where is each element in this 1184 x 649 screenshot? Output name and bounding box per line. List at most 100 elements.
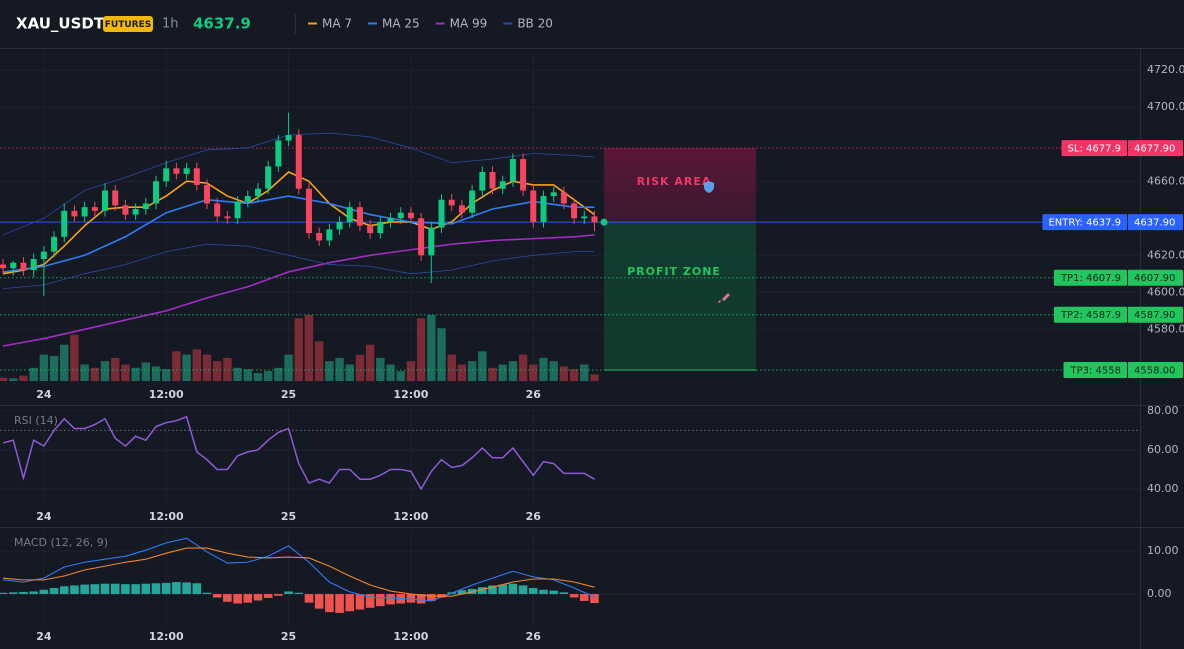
- volume-bar: [590, 374, 599, 381]
- histogram-bar: [192, 583, 202, 595]
- histogram-bar: [141, 583, 151, 595]
- candle-body: [397, 212, 404, 219]
- volume-bar: [29, 367, 38, 381]
- price-label-bg: [1128, 269, 1183, 286]
- x-tick-label: 12:00: [393, 630, 428, 643]
- x-tick-label: 24: [36, 630, 52, 643]
- histogram-bar: [406, 594, 416, 603]
- histogram-bar: [508, 583, 518, 595]
- level-label: TP3: 4558: [1070, 366, 1122, 377]
- histogram-bar: [151, 583, 161, 595]
- histogram-bar: [457, 590, 467, 595]
- zone-label: RISK AREA: [637, 175, 712, 188]
- profit-zone: [604, 222, 756, 371]
- volume-bar: [162, 369, 171, 381]
- candle-body: [305, 188, 312, 234]
- x-tick-label: 26: [526, 630, 542, 643]
- candle-body: [183, 168, 190, 174]
- volume-bar: [0, 377, 8, 381]
- candle-body: [81, 207, 88, 217]
- volume-bar: [263, 371, 273, 381]
- histogram-bar: [569, 594, 579, 598]
- y-tick-label: 4660.00: [1147, 174, 1184, 187]
- legend-label: MA 7: [322, 17, 352, 31]
- histogram-bar: [345, 594, 355, 612]
- candle-body: [316, 233, 323, 241]
- volume-bar: [427, 315, 436, 381]
- volume-bar: [172, 351, 181, 381]
- y-tick-label: 4720.00: [1147, 63, 1184, 76]
- histogram-bar: [416, 594, 426, 604]
- pane: 0.00 10.00 24 12:00 25 12:00 26 MACD (12, 26, 9…: [0, 530, 1179, 643]
- pane: 40.00 60.00 80.00 24 12:00 25 12:00 26 RSI (14): [0, 404, 1179, 523]
- candle-body: [173, 168, 180, 174]
- volume-bar: [559, 366, 569, 381]
- histogram-bar: [182, 582, 191, 595]
- volume-bar: [580, 364, 589, 381]
- candle-body: [224, 216, 231, 219]
- y-tick-label: 4700.00: [1147, 100, 1184, 113]
- x-tick-label: 24: [36, 388, 52, 401]
- candle-body: [520, 159, 527, 191]
- candle-body: [469, 190, 476, 213]
- level-label-bg: [1053, 269, 1127, 286]
- x-tick-label: 24: [36, 510, 52, 523]
- candle-body: [142, 203, 149, 210]
- symbol: XAU_USDT: [16, 15, 105, 33]
- y-tick-label: 60.00: [1147, 443, 1179, 456]
- volume-bar: [202, 354, 212, 381]
- price-label-bg: [1128, 140, 1183, 157]
- candle-body: [418, 218, 425, 256]
- candle-body: [214, 203, 221, 217]
- volume-bar: [529, 364, 538, 381]
- histogram-bar: [528, 588, 538, 595]
- candle-body: [479, 172, 486, 191]
- volume-bar: [90, 367, 100, 381]
- volume-bar: [60, 344, 69, 381]
- volume-bar: [488, 367, 497, 381]
- macd-line: [3, 537, 595, 602]
- level-label: ENTRY: 4637.9: [1048, 218, 1121, 229]
- rocket-icon: [718, 293, 730, 303]
- histogram-bar: [233, 594, 242, 604]
- candle-body: [356, 207, 363, 226]
- volume-bar: [243, 369, 252, 381]
- x-tick-label: 12:00: [393, 388, 428, 401]
- y-tick-label: 4580.00: [1147, 322, 1184, 335]
- histogram-bar: [121, 584, 130, 595]
- x-tick-label: 25: [281, 630, 296, 643]
- histogram-bar: [161, 582, 171, 595]
- volume-bar: [253, 373, 263, 381]
- histogram-bar: [29, 591, 38, 595]
- candle-body: [560, 192, 567, 204]
- histogram-bar: [243, 594, 253, 603]
- histogram-bar: [90, 584, 100, 595]
- candle-body: [51, 236, 58, 252]
- volume-bar: [151, 366, 161, 381]
- candle-body: [71, 210, 78, 217]
- candle-body: [448, 199, 455, 206]
- price-label-bg: [1128, 214, 1183, 231]
- rsi-line: [2, 415, 595, 491]
- histogram-bar: [49, 588, 59, 595]
- histogram-bar: [498, 584, 508, 595]
- volume-bar: [569, 369, 579, 381]
- histogram-bar: [559, 592, 569, 595]
- volume-bar: [335, 357, 344, 381]
- histogram-bar: [539, 589, 548, 595]
- x-tick-label: 12:00: [149, 630, 184, 643]
- volume-bar: [100, 361, 110, 381]
- histogram-bar: [386, 594, 395, 605]
- indicator-line: [2, 234, 595, 347]
- histogram-bar: [100, 583, 110, 595]
- pane: 4580.00 4600.00 4620.00 4660.00 4700.00 4720.…: [0, 48, 1184, 401]
- x-tick-label: 12:00: [149, 388, 184, 401]
- candle-body: [387, 218, 394, 222]
- x-tick-label: 26: [526, 510, 542, 523]
- risk-zone: [604, 148, 756, 223]
- volume-bar: [467, 361, 477, 381]
- candle-body: [326, 229, 333, 241]
- candle-body: [30, 258, 37, 271]
